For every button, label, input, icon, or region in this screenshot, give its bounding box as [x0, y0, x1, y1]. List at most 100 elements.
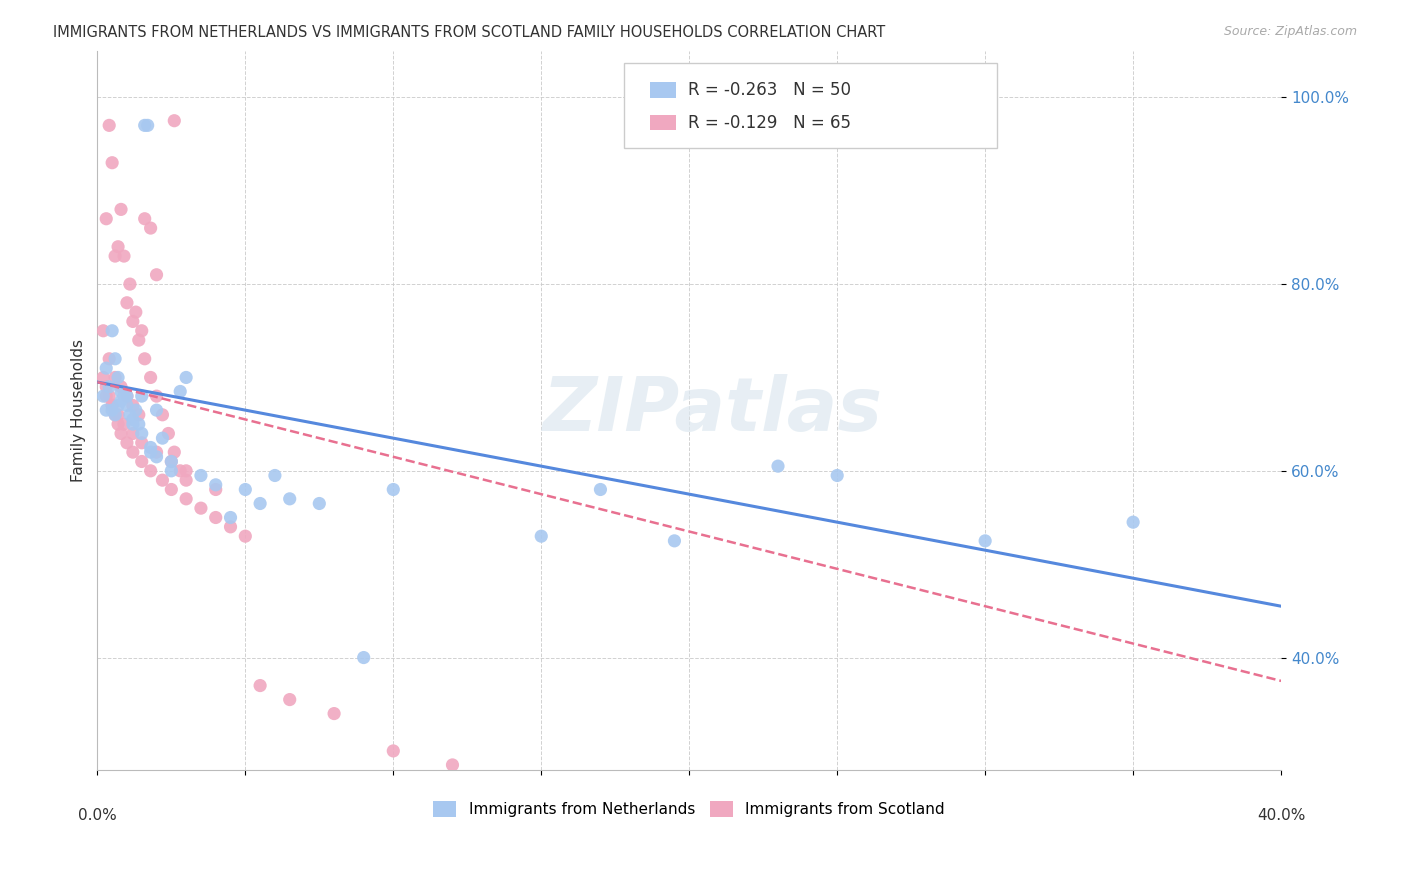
- Point: [107, 417, 129, 431]
- Text: R = -0.263   N = 50: R = -0.263 N = 50: [688, 81, 851, 99]
- Point: [145, 268, 167, 282]
- Point: [125, 305, 148, 319]
- Point: [174, 370, 197, 384]
- Point: [98, 119, 121, 133]
- Point: [91, 370, 114, 384]
- Point: [382, 483, 405, 497]
- Point: [112, 389, 135, 403]
- Point: [145, 403, 167, 417]
- Point: [139, 221, 162, 235]
- Point: [589, 483, 612, 497]
- Point: [163, 113, 186, 128]
- Point: [107, 399, 129, 413]
- Point: [131, 324, 153, 338]
- Point: [104, 249, 127, 263]
- Point: [152, 431, 174, 445]
- Point: [163, 445, 186, 459]
- Point: [145, 389, 167, 403]
- Point: [249, 679, 271, 693]
- Point: [204, 510, 226, 524]
- Point: [139, 445, 162, 459]
- Point: [160, 483, 183, 497]
- Point: [121, 417, 143, 431]
- FancyBboxPatch shape: [650, 115, 676, 130]
- FancyBboxPatch shape: [650, 82, 676, 98]
- Point: [110, 384, 132, 399]
- Point: [204, 478, 226, 492]
- Point: [174, 473, 197, 487]
- Point: [96, 380, 118, 394]
- Point: [91, 389, 114, 403]
- Point: [530, 529, 553, 543]
- Point: [190, 468, 212, 483]
- Point: [169, 384, 191, 399]
- Point: [145, 450, 167, 464]
- Point: [98, 380, 121, 394]
- Point: [104, 370, 127, 384]
- Point: [121, 445, 143, 459]
- Point: [115, 389, 138, 403]
- Point: [190, 501, 212, 516]
- Point: [98, 351, 121, 366]
- Point: [104, 351, 127, 366]
- Point: [121, 314, 143, 328]
- Point: [1122, 515, 1144, 529]
- Point: [204, 483, 226, 497]
- Point: [134, 119, 156, 133]
- Point: [139, 441, 162, 455]
- Point: [121, 399, 143, 413]
- Point: [157, 426, 180, 441]
- Point: [139, 464, 162, 478]
- Point: [664, 533, 686, 548]
- Point: [169, 464, 191, 478]
- Point: [825, 468, 848, 483]
- Point: [107, 408, 129, 422]
- Point: [139, 370, 162, 384]
- Point: [233, 483, 256, 497]
- Point: [96, 211, 118, 226]
- Point: [101, 399, 124, 413]
- Point: [264, 468, 287, 483]
- Point: [128, 417, 150, 431]
- Text: 0.0%: 0.0%: [77, 808, 117, 823]
- Point: [131, 454, 153, 468]
- Point: [104, 408, 127, 422]
- Point: [128, 333, 150, 347]
- Point: [134, 351, 156, 366]
- Point: [115, 389, 138, 403]
- Point: [152, 473, 174, 487]
- Point: [160, 454, 183, 468]
- Point: [101, 155, 124, 169]
- Point: [115, 399, 138, 413]
- Point: [441, 758, 464, 772]
- Point: [107, 370, 129, 384]
- Text: ZIPatlas: ZIPatlas: [543, 374, 883, 447]
- Point: [110, 426, 132, 441]
- Point: [128, 408, 150, 422]
- Point: [160, 454, 183, 468]
- Text: R = -0.129   N = 65: R = -0.129 N = 65: [688, 113, 851, 132]
- Point: [174, 464, 197, 478]
- Point: [131, 389, 153, 403]
- Point: [98, 389, 121, 403]
- Point: [219, 520, 242, 534]
- Point: [104, 408, 127, 422]
- Legend: Immigrants from Netherlands, Immigrants from Scotland: Immigrants from Netherlands, Immigrants …: [427, 795, 950, 823]
- Point: [125, 403, 148, 417]
- Point: [160, 464, 183, 478]
- Y-axis label: Family Households: Family Households: [72, 339, 86, 482]
- Point: [353, 650, 375, 665]
- Point: [249, 496, 271, 510]
- Point: [152, 408, 174, 422]
- Point: [308, 496, 330, 510]
- Point: [96, 403, 118, 417]
- Point: [121, 412, 143, 426]
- Point: [101, 399, 124, 413]
- Point: [121, 426, 143, 441]
- Point: [118, 277, 141, 291]
- Point: [134, 211, 156, 226]
- Text: IMMIGRANTS FROM NETHERLANDS VS IMMIGRANTS FROM SCOTLAND FAMILY HOUSEHOLDS CORREL: IMMIGRANTS FROM NETHERLANDS VS IMMIGRANT…: [53, 25, 886, 40]
- Point: [323, 706, 346, 721]
- Point: [136, 119, 159, 133]
- Point: [110, 380, 132, 394]
